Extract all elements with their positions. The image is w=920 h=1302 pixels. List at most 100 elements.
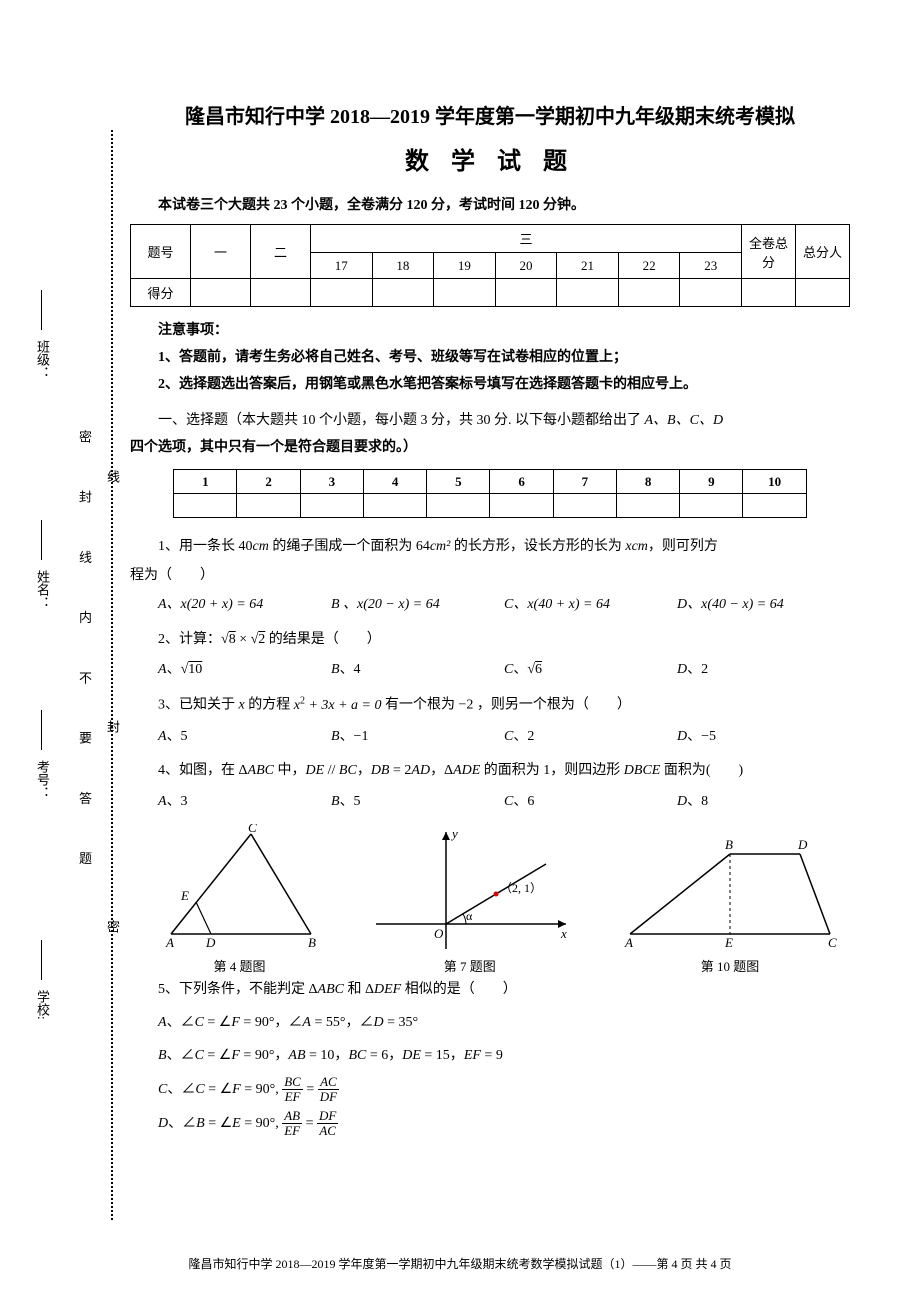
q4-opts: A、3 B、5 C、6 D、8	[130, 787, 850, 818]
fig7-caption: 第 7 题图	[365, 956, 575, 975]
ag-7: 7	[553, 470, 616, 494]
score-cell	[680, 279, 742, 307]
score-c20: 20	[495, 253, 557, 279]
score-cell	[372, 279, 434, 307]
svg-text:B: B	[725, 837, 733, 852]
subtitle: 数 学 试 题	[130, 141, 850, 176]
q1-A: A、x(20 + x) = 64	[158, 590, 331, 621]
svg-text:y: y	[450, 826, 458, 841]
score-cell	[557, 279, 619, 307]
q4-D: D、8	[677, 787, 850, 818]
q3-B: B、−1	[331, 722, 504, 753]
svg-text:E: E	[180, 888, 189, 903]
svg-text:（2, 1）: （2, 1）	[500, 881, 542, 895]
svg-text:D: D	[205, 935, 216, 950]
fig4-caption: 第 4 题图	[150, 956, 330, 975]
exam-info: 本试卷三个大题共 23 个小题，全卷满分 120 分，考试时间 120 分钟。	[130, 194, 850, 214]
q4-A: A、3	[158, 787, 331, 818]
svg-text:E: E	[724, 935, 733, 950]
ag-6: 6	[490, 470, 553, 494]
svg-text:α: α	[466, 909, 473, 923]
ag-8: 8	[616, 470, 679, 494]
score-cell	[618, 279, 680, 307]
ag-10: 10	[743, 470, 806, 494]
score-hdr-num: 题号	[131, 225, 191, 279]
q1-opts: A、x(20 + x) = 64 B 、x(20 − x) = 64 C、x(4…	[130, 590, 850, 621]
section1-title: 一、选择题（本大题共 10 个小题，每小题 3 分，共 30 分. 以下每小题都…	[130, 408, 850, 435]
q1-C: C、x(40 + x) = 64	[504, 590, 677, 621]
score-c21: 21	[557, 253, 619, 279]
score-cell	[742, 279, 796, 307]
ag-5: 5	[427, 470, 490, 494]
ag-3: 3	[300, 470, 363, 494]
q2-A: A、√10	[158, 655, 331, 686]
notice-1: 1、答题前，请考生务必将自己姓名、考号、班级等写在试卷相应的位置上；	[130, 345, 850, 372]
score-hdr-three: 三	[311, 225, 742, 253]
score-hdr-total: 全卷总分	[742, 225, 796, 279]
score-cell	[434, 279, 496, 307]
ag-blank	[174, 494, 237, 518]
figure-q7: x y O α （2, 1）	[366, 824, 576, 954]
figure-q4: A B C D E	[151, 824, 331, 954]
svg-text:x: x	[560, 926, 567, 941]
q3-A: A、5	[158, 722, 331, 753]
page-content: 隆昌市知行中学 2018—2019 学年度第一学期初中九年级期末统考模拟 数 学…	[0, 0, 920, 1180]
score-cell	[495, 279, 557, 307]
q1-D: D、x(40 − x) = 64	[677, 590, 850, 621]
q1-cont: 程为（ ）	[130, 563, 850, 590]
q5-A: A、∠C = ∠F = 90°，∠A = 55°，∠D = 35°	[130, 1006, 850, 1040]
svg-text:O: O	[434, 926, 444, 941]
q2-opts: A、√10 B、4 C、√6 D、2	[130, 655, 850, 686]
q2-B: B、4	[331, 655, 504, 686]
fig10-caption: 第 10 题图	[610, 956, 850, 975]
figure-q10: A B C D E	[610, 824, 850, 954]
figure-captions: 第 4 题图 第 7 题图 第 10 题图	[130, 956, 850, 975]
score-hdr-scorer: 总分人	[796, 225, 850, 279]
svg-text:A: A	[165, 935, 174, 950]
score-c22: 22	[618, 253, 680, 279]
q2: 2、计算：√8 × √2 的结果是（ ）	[130, 625, 850, 656]
q4-C: C、6	[504, 787, 677, 818]
score-c19: 19	[434, 253, 496, 279]
svg-text:A: A	[624, 935, 633, 950]
q2-D: D、2	[677, 655, 850, 686]
ag-2: 2	[237, 470, 300, 494]
ag-9: 9	[680, 470, 743, 494]
section1-title-b: 四个选项，其中只有一个是符合题目要求的。）	[130, 435, 850, 462]
q5: 5、下列条件，不能判定 ΔABC 和 ΔDEF 相似的是（ ）	[130, 975, 850, 1006]
ag-4: 4	[363, 470, 426, 494]
q5-B: B、∠C = ∠F = 90°，AB = 10，BC = 6，DE = 15，E…	[130, 1039, 850, 1073]
q4-B: B、5	[331, 787, 504, 818]
q2-C: C、√6	[504, 655, 677, 686]
page-footer: 隆昌市知行中学 2018—2019 学年度第一学期初中九年级期末统考数学模拟试题…	[0, 1255, 920, 1272]
figures-row: A B C D E x y O α （2, 1）	[130, 824, 850, 954]
svg-text:B: B	[308, 935, 316, 950]
score-c17: 17	[311, 253, 373, 279]
score-hdr-two: 二	[251, 225, 311, 279]
score-c18: 18	[372, 253, 434, 279]
score-c23: 23	[680, 253, 742, 279]
score-cell	[311, 279, 373, 307]
q1: 1、用一条长 40cm 的绳子围成一个面积为 64cm² 的长方形，设长方形的长…	[130, 532, 850, 563]
svg-text:C: C	[828, 935, 837, 950]
q3: 3、已知关于 x 的方程 x2 + 3x + a = 0 有一个根为 −2 ，则…	[130, 690, 850, 721]
svg-text:C: C	[248, 824, 257, 835]
notice-header: 注意事项：	[130, 319, 850, 339]
score-cell	[796, 279, 850, 307]
score-table: 题号 一 二 三 全卷总分 总分人 17 18 19 20 21 22 23 得…	[130, 224, 850, 307]
ag-1: 1	[174, 470, 237, 494]
main-title: 隆昌市知行中学 2018—2019 学年度第一学期初中九年级期末统考模拟	[130, 100, 850, 129]
q3-C: C、2	[504, 722, 677, 753]
svg-text:D: D	[797, 837, 808, 852]
answer-grid: 1 2 3 4 5 6 7 8 9 10	[173, 469, 807, 518]
q3-D: D、−5	[677, 722, 850, 753]
score-cell	[251, 279, 311, 307]
notice-2: 2、选择题选出答案后，用钢笔或黑色水笔把答案标号填写在选择题答题卡的相应号上。	[130, 372, 850, 399]
q4: 4、如图，在 ΔABC 中，DE // BC，DB = 2AD，ΔADE 的面积…	[130, 756, 850, 787]
score-row-label: 得分	[131, 279, 191, 307]
q5-D: D、∠B = ∠E = 90°, ABEF = DFAC	[130, 1107, 850, 1141]
q1-B: B 、x(20 − x) = 64	[331, 590, 504, 621]
score-cell	[191, 279, 251, 307]
q5-C: C、∠C = ∠F = 90°, BCEF = ACDF	[130, 1073, 850, 1107]
q3-opts: A、5 B、−1 C、2 D、−5	[130, 722, 850, 753]
